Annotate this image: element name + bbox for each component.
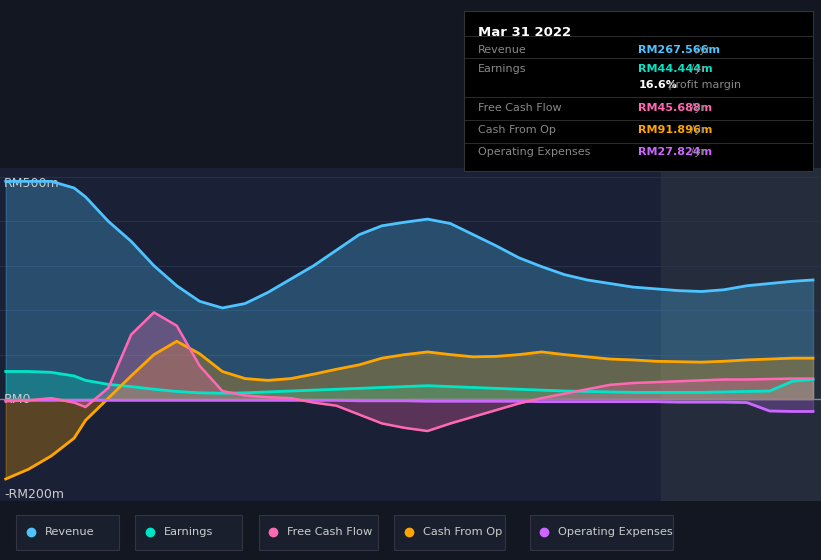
- Text: RM91.896m: RM91.896m: [639, 125, 713, 135]
- Text: Free Cash Flow: Free Cash Flow: [287, 527, 373, 537]
- FancyBboxPatch shape: [16, 515, 119, 550]
- Text: Free Cash Flow: Free Cash Flow: [478, 102, 562, 113]
- Text: Revenue: Revenue: [478, 44, 526, 54]
- Text: Earnings: Earnings: [164, 527, 213, 537]
- Text: /yr: /yr: [687, 125, 705, 135]
- Text: RM45.688m: RM45.688m: [639, 102, 713, 113]
- Text: Operating Expenses: Operating Expenses: [478, 147, 590, 157]
- Text: Operating Expenses: Operating Expenses: [558, 527, 673, 537]
- Text: RM500m: RM500m: [4, 177, 60, 190]
- Text: Earnings: Earnings: [478, 64, 526, 74]
- Text: Mar 31 2022: Mar 31 2022: [478, 26, 571, 39]
- FancyBboxPatch shape: [394, 515, 505, 550]
- Bar: [662, 168, 821, 501]
- Text: profit margin: profit margin: [665, 81, 741, 90]
- Text: Cash From Op: Cash From Op: [478, 125, 556, 135]
- Text: /yr: /yr: [687, 64, 705, 74]
- FancyBboxPatch shape: [259, 515, 378, 550]
- Text: RM267.566m: RM267.566m: [639, 44, 720, 54]
- Text: RM0: RM0: [4, 393, 31, 405]
- Text: 16.6%: 16.6%: [639, 81, 677, 90]
- Text: Revenue: Revenue: [45, 527, 94, 537]
- Text: -RM200m: -RM200m: [4, 488, 64, 501]
- Text: /yr: /yr: [687, 147, 705, 157]
- Text: Cash From Op: Cash From Op: [423, 527, 502, 537]
- FancyBboxPatch shape: [135, 515, 242, 550]
- Text: /yr: /yr: [687, 102, 705, 113]
- Text: RM44.444m: RM44.444m: [639, 64, 713, 74]
- Text: /yr: /yr: [692, 44, 711, 54]
- FancyBboxPatch shape: [530, 515, 673, 550]
- Text: RM27.824m: RM27.824m: [639, 147, 713, 157]
